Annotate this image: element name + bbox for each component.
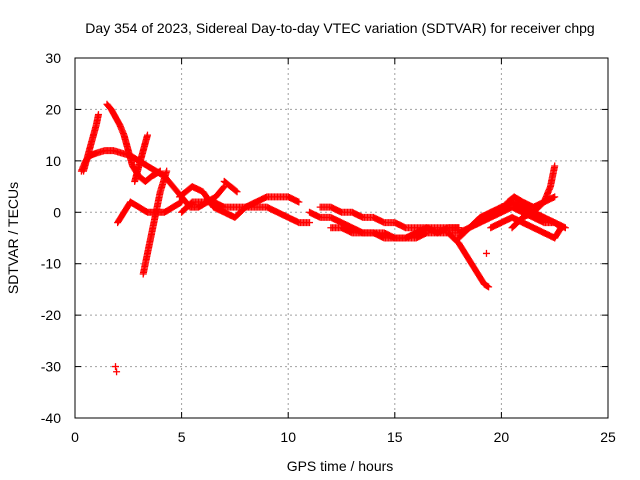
y-tick-label: 30 (45, 50, 61, 66)
series-track-g (175, 183, 303, 221)
point-mark (80, 111, 102, 175)
series-track-p (487, 213, 565, 242)
y-tick-label: -40 (41, 410, 61, 426)
x-tick-label: 0 (71, 429, 79, 445)
point-mark (178, 198, 314, 227)
x-tick-label: 10 (280, 429, 296, 445)
point-mark (112, 249, 490, 376)
series-track-c (103, 100, 164, 185)
point-mark (487, 213, 565, 242)
x-tick-label: 25 (600, 429, 616, 445)
series-track-h (178, 198, 314, 227)
point-mark (220, 177, 241, 196)
plot-frame (74, 57, 609, 419)
series-track-e (139, 167, 171, 278)
series-track-r (497, 193, 559, 216)
point-mark (103, 100, 164, 185)
y-tick-label: 10 (45, 153, 61, 169)
point-mark (444, 229, 493, 291)
x-tick-label: 20 (494, 429, 510, 445)
grid (75, 58, 608, 418)
series-track-d (114, 198, 186, 227)
x-axis-label: GPS time / hours (287, 458, 394, 474)
y-tick-label: -20 (41, 307, 61, 323)
x-tick-label: 15 (387, 429, 403, 445)
series-track-b (80, 111, 102, 175)
chart-title: Day 354 of 2023, Sidereal Day-to-day VTE… (85, 20, 594, 36)
y-tick-label: -10 (41, 256, 61, 272)
y-tick-label: -30 (41, 359, 61, 375)
point-mark (139, 167, 171, 278)
series-track-m (444, 229, 493, 291)
series-track-i (220, 177, 241, 196)
y-tick-label: 0 (53, 204, 61, 220)
y-axis-label: SDTVAR / TECUs (5, 182, 21, 294)
series-track-l (327, 224, 463, 242)
point-mark (131, 131, 151, 185)
point-mark (175, 183, 303, 221)
point-mark (327, 224, 463, 242)
x-tick-label: 5 (178, 429, 186, 445)
point-mark (497, 193, 559, 216)
data-points (77, 100, 569, 376)
point-mark (114, 198, 186, 227)
x-tick-labels: 0 5 10 15 20 25 (71, 429, 616, 445)
y-tick-labels: 30 20 10 0 -10 -20 -30 -40 (41, 50, 61, 426)
y-tick-label: 20 (45, 101, 61, 117)
series-outliers (112, 249, 490, 376)
axis-ticks (74, 57, 609, 419)
series-track-f (131, 131, 151, 185)
